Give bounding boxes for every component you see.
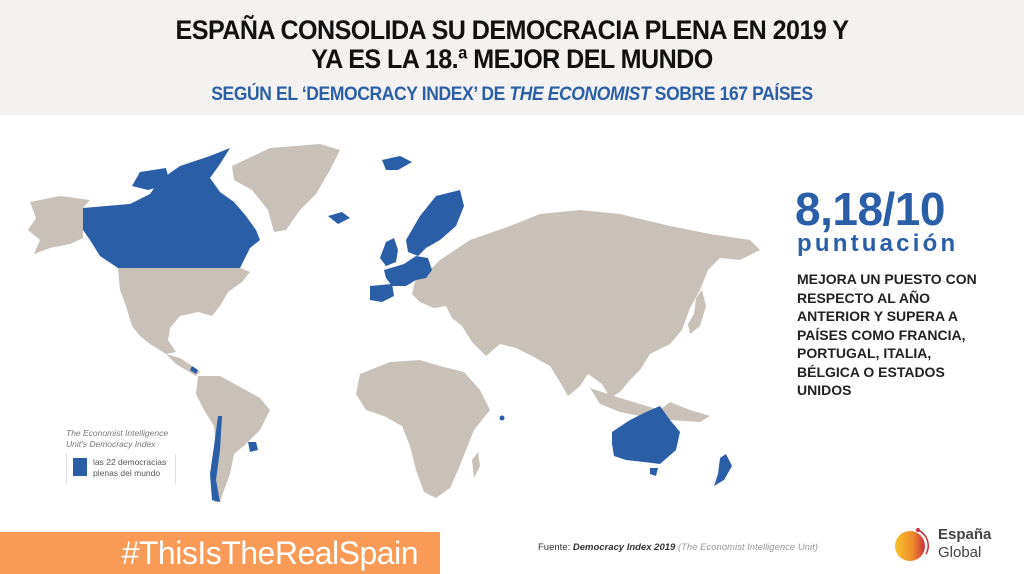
logo-text-line-1: España bbox=[938, 526, 992, 543]
title-line-2: YA ES LA 18.ª MEJOR DEL MUNDO bbox=[311, 44, 713, 74]
title-line-1: ESPAÑA CONSOLIDA SU DEMOCRACIA PLENA EN … bbox=[175, 15, 849, 45]
source-label: Fuente: bbox=[538, 542, 573, 553]
score-label: puntuación bbox=[797, 230, 959, 257]
region-canada bbox=[83, 148, 260, 268]
region-uruguay bbox=[248, 442, 258, 452]
region-uk-ireland bbox=[380, 238, 398, 266]
hashtag-banner: #ThisIsTheRealSpain bbox=[0, 532, 440, 574]
legend-swatch bbox=[73, 458, 87, 476]
region-iceland bbox=[328, 212, 350, 224]
legend-item-line-1: las 22 democracias bbox=[93, 457, 167, 467]
world-map bbox=[28, 144, 760, 502]
source-citation: Fuente: Democracy Index 2019 (The Econom… bbox=[538, 542, 818, 553]
header: ESPAÑA CONSOLIDA SU DEMOCRACIA PLENA EN … bbox=[0, 0, 1024, 115]
legend-title-line-2: Unit's Democracy Index bbox=[66, 439, 156, 449]
region-indonesia bbox=[590, 388, 710, 422]
hashtag-text: #ThisIsTheRealSpain bbox=[121, 535, 419, 571]
region-costa-rica bbox=[190, 366, 198, 374]
region-east-europe bbox=[412, 270, 456, 308]
source-org: (The Economist Intelligence Unit) bbox=[675, 542, 818, 553]
legend-title-line-1: The Economist Intelligence bbox=[66, 428, 169, 438]
region-greenland bbox=[232, 144, 340, 232]
region-mauritius bbox=[499, 415, 505, 421]
subtitle-post: SOBRE 167 PAÍSES bbox=[650, 84, 813, 105]
region-south-america bbox=[196, 376, 270, 502]
region-new-zealand bbox=[714, 454, 732, 486]
logo-circle-icon bbox=[895, 528, 929, 561]
legend-item: las 22 democracias plenas del mundo bbox=[66, 454, 176, 484]
region-japan bbox=[688, 290, 706, 334]
region-scandinavia bbox=[406, 190, 464, 256]
legend-item-line-2: plenas del mundo bbox=[93, 468, 161, 478]
map-legend: The Economist Intelligence Unit's Democr… bbox=[66, 428, 176, 484]
region-alaska bbox=[28, 196, 90, 254]
score-description: MEJORA UN PUESTO CON RESPECTO AL AÑO ANT… bbox=[797, 271, 977, 398]
region-tasmania bbox=[650, 468, 658, 476]
region-usa-mexico bbox=[118, 268, 250, 354]
region-africa bbox=[356, 360, 490, 498]
region-eurasia bbox=[412, 210, 760, 398]
subtitle: SEGÚN EL ‘DEMOCRACY INDEX’ DE THE ECONOM… bbox=[41, 84, 983, 106]
subtitle-pre: SEGÚN EL ‘DEMOCRACY INDEX’ DE bbox=[211, 84, 510, 105]
page-title: ESPAÑA CONSOLIDA SU DEMOCRACIA PLENA EN … bbox=[36, 16, 988, 74]
score-value: 8,18/10 bbox=[795, 183, 945, 235]
region-australia bbox=[612, 406, 680, 464]
legend-title: The Economist Intelligence Unit's Democr… bbox=[66, 428, 176, 450]
region-chile bbox=[210, 416, 222, 502]
source-title: Democracy Index 2019 bbox=[572, 542, 676, 553]
legend-item-label: las 22 democracias plenas del mundo bbox=[93, 457, 166, 479]
logo-text-line-2: Global bbox=[938, 544, 982, 561]
region-madagascar bbox=[472, 452, 480, 478]
subtitle-em: THE ECONOMIST bbox=[509, 84, 651, 105]
espana-global-logo: España Global bbox=[890, 522, 1020, 568]
region-spain bbox=[370, 284, 394, 302]
region-svalbard bbox=[382, 156, 412, 170]
region-western-europe bbox=[384, 256, 432, 286]
